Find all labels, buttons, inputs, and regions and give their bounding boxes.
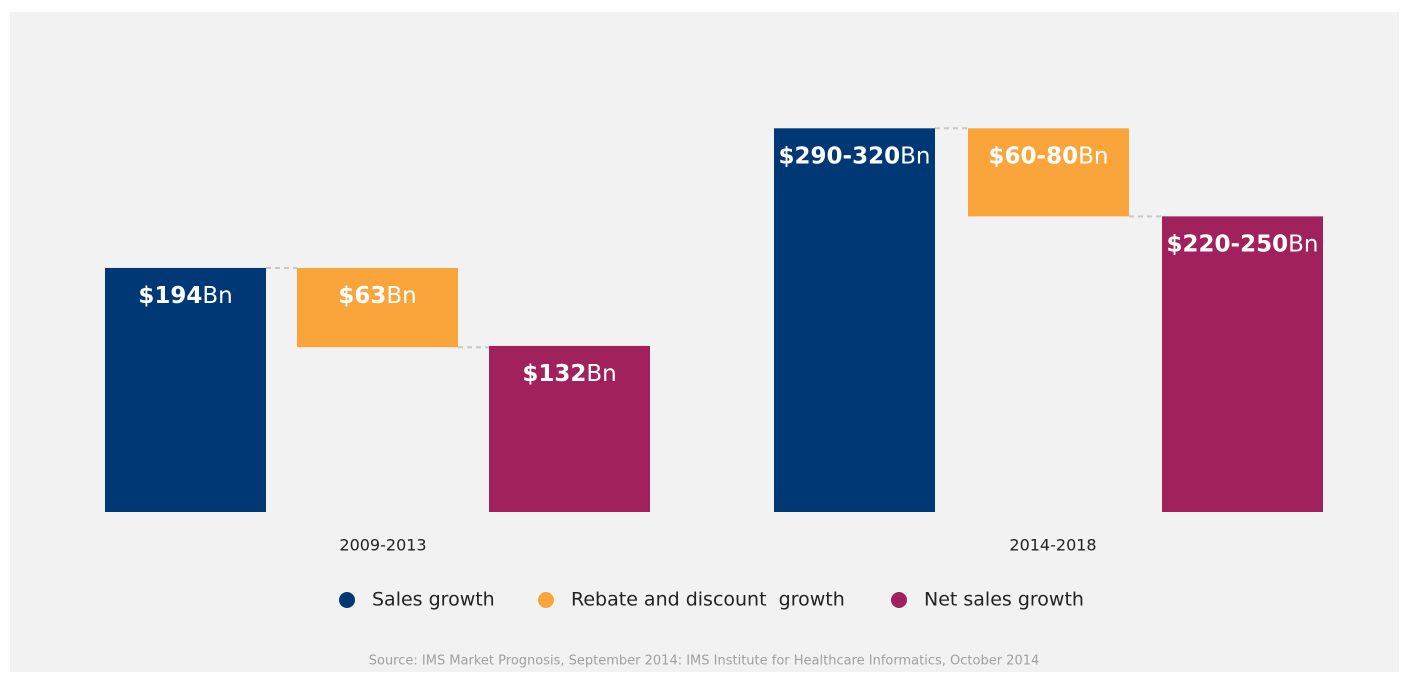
value-label: $220-250Bn [1167,231,1319,257]
legend-marker [891,592,907,608]
legend-marker [538,592,554,608]
value-label: $63Bn [338,282,416,308]
bar [105,267,266,512]
legend-marker [339,592,355,608]
legend-label: Sales growth [372,589,495,611]
value-label: $132Bn [522,360,616,386]
legend-label: Net sales growth [924,589,1084,611]
value-label: $194Bn [138,282,232,308]
source: Source: IMS Market Prognosis, September … [369,654,1040,669]
x-tick-label: 2014-2018 [1009,536,1096,555]
bar [968,128,1129,217]
value-label: $60-80Bn [989,143,1109,169]
bar [774,128,935,512]
bar [1162,216,1323,512]
x-tick-label: 2009-2013 [339,536,426,555]
value-label: $290-320Bn [779,143,931,169]
legend-label: Rebate and discount growth [571,589,845,611]
bar [489,345,650,512]
bar [297,267,458,348]
